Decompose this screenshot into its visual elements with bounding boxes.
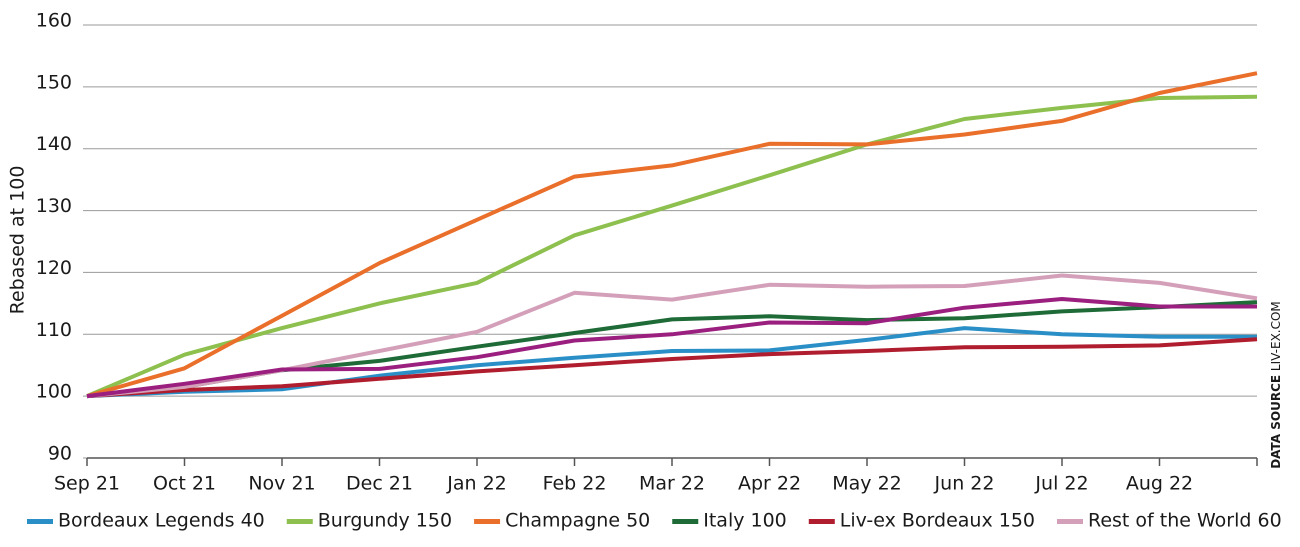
legend-swatch xyxy=(808,519,835,524)
legend-label: Italy 100 xyxy=(703,510,787,532)
legend-swatch xyxy=(286,519,313,524)
x-tick-label: Mar 22 xyxy=(639,473,705,495)
y-tick-label: 150 xyxy=(36,71,72,93)
y-tick-label: 140 xyxy=(36,133,72,155)
x-tick-label: Nov 21 xyxy=(248,473,315,495)
y-tick-label: 120 xyxy=(36,257,72,279)
y-tick-label: 130 xyxy=(36,195,72,217)
series-line xyxy=(86,326,1257,399)
series-line xyxy=(86,94,1258,398)
x-tick-label: Apr 22 xyxy=(738,473,801,495)
x-tick-label: Aug 22 xyxy=(1126,473,1193,495)
legend-swatch xyxy=(1057,519,1083,524)
legend-label: Champagne 50 xyxy=(505,510,650,532)
y-tick-label: 100 xyxy=(36,381,72,403)
legend-label: Burgundy 150 xyxy=(318,510,452,532)
source: LIV-EX.COM xyxy=(1269,301,1283,371)
source-note: DATA SOURCE LIV-EX.COM xyxy=(1269,301,1283,469)
y-tick-label: 110 xyxy=(36,319,72,341)
x-tick-label: Sep 21 xyxy=(54,473,120,495)
legend-label: Rest of the World 60 xyxy=(1088,510,1282,532)
x-tick-label: Oct 21 xyxy=(153,473,216,495)
x-tick-label: Jun 22 xyxy=(934,473,995,495)
source-label: DATA SOURCE xyxy=(1269,375,1283,469)
legend-label: Bordeaux Legends 40 xyxy=(58,510,265,532)
x-tick-label: Jan 22 xyxy=(446,473,507,495)
y-tick-label: 90 xyxy=(48,443,72,465)
legend-label: Liv-ex Bordeaux 150 xyxy=(840,510,1035,532)
series-line xyxy=(86,71,1258,399)
x-tick-label: Feb 22 xyxy=(543,473,607,495)
legend-swatch xyxy=(27,519,53,524)
series-line xyxy=(86,337,1258,399)
legend-swatch xyxy=(672,519,699,524)
y-axis-label: Rebased at 100 xyxy=(7,166,29,315)
series-line xyxy=(86,297,1257,399)
x-tick-label: Jul 22 xyxy=(1034,473,1088,495)
legend-swatch xyxy=(474,519,501,524)
x-tick-label: May 22 xyxy=(832,473,902,495)
x-tick-label: Dec 21 xyxy=(346,473,413,495)
y-tick-label: 160 xyxy=(36,10,72,32)
